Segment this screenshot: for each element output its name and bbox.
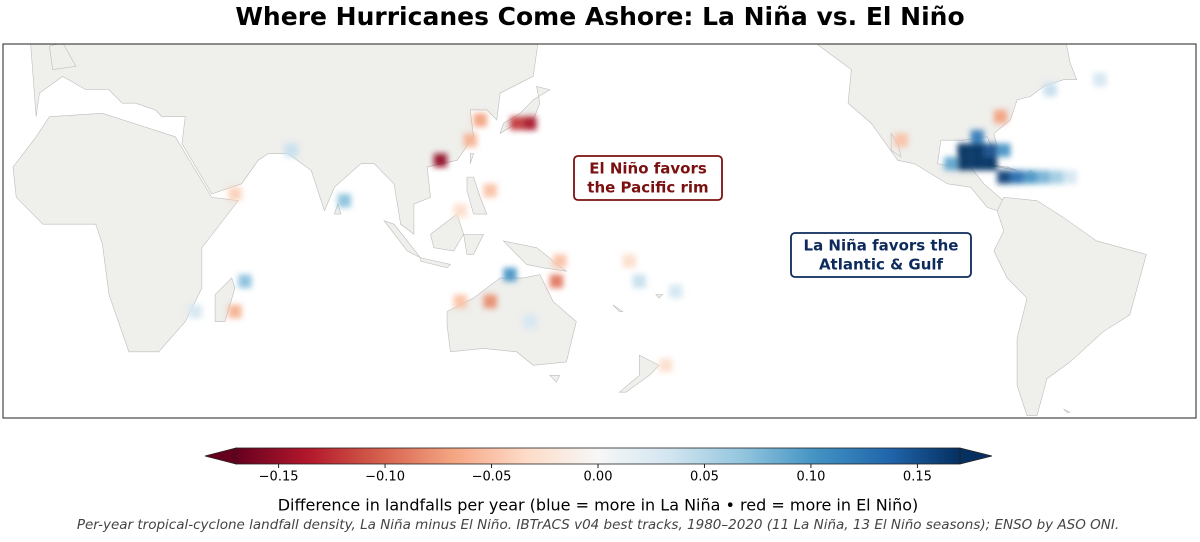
heat-cell [983, 143, 998, 157]
heat-cell [549, 274, 564, 288]
landmass [502, 240, 568, 272]
heat-cell [510, 116, 524, 131]
colorbar-extend-low [204, 447, 237, 465]
heat-cell [1010, 170, 1024, 184]
heat-cell [632, 274, 646, 288]
heat-cell [453, 204, 467, 218]
heat-cell [1043, 83, 1057, 97]
heat-cell [997, 143, 1011, 157]
colorbar-tick-label: −0.15 [259, 470, 299, 485]
heat-cell [983, 156, 998, 171]
landmass [618, 354, 660, 393]
heat-cell [970, 130, 984, 144]
heat-cell [188, 304, 202, 319]
landmass [993, 196, 1147, 416]
heat-cell [970, 143, 984, 157]
annotation-box [573, 155, 723, 201]
heat-cell [957, 156, 971, 171]
heat-cell [1063, 170, 1077, 184]
annotation-text: the Pacific rim [587, 179, 708, 197]
heat-cell [1036, 170, 1051, 184]
heat-cell [1050, 170, 1064, 184]
heat-cell [993, 109, 1008, 124]
heat-cell [553, 254, 567, 268]
annotation-text: La Niña favors the [804, 237, 959, 255]
landmass [469, 153, 475, 164]
colorbar-label: Difference in landfalls per year (blue =… [278, 496, 919, 515]
annotation-box [790, 232, 972, 278]
landmass [549, 375, 561, 383]
heat-cell [284, 143, 298, 157]
landmass [383, 220, 421, 259]
colorbar-extend-high [959, 447, 993, 465]
heat-cell [970, 156, 984, 171]
heat-cell [894, 133, 908, 147]
heat-cell [483, 183, 497, 198]
annotation-text: El Niño favors [589, 160, 707, 178]
heat-cell [238, 274, 252, 288]
chart-title: Where Hurricanes Come Ashore: La Niña vs… [235, 2, 964, 31]
heat-cell [944, 156, 958, 171]
colorbar-bar [235, 447, 961, 465]
heatmap [188, 72, 1107, 372]
map-frame [2, 43, 1197, 419]
colorbar-tick-label: 0.10 [796, 470, 825, 485]
colorbar-tick-label: −0.05 [472, 470, 512, 485]
landmass [1063, 408, 1071, 413]
landmass [49, 44, 77, 70]
landmass [333, 203, 342, 215]
landmass [430, 213, 464, 252]
landmass [446, 274, 577, 366]
heat-cell [957, 143, 971, 157]
heat-cell [669, 284, 683, 299]
landmass [30, 44, 539, 235]
landmass [612, 304, 624, 312]
heat-cell [433, 153, 448, 168]
heat-cell [523, 116, 537, 131]
annotation-text: Atlantic & Gulf [819, 256, 944, 274]
heat-cell [228, 304, 242, 319]
heat-cell [1093, 72, 1107, 87]
heat-cell [337, 193, 351, 208]
landmass [420, 257, 451, 269]
heat-cell [483, 294, 497, 309]
landmass [463, 233, 485, 255]
heat-cell [453, 294, 467, 309]
heat-cell [503, 267, 517, 282]
heat-cell [659, 358, 673, 372]
heat-cell [463, 133, 477, 147]
landmass [214, 277, 236, 322]
heat-cell [997, 170, 1011, 184]
colorbar-tick-label: −0.10 [365, 470, 405, 485]
land [12, 44, 1147, 416]
colorbar: −0.15 −0.10 −0.05 0.00 0.05 0.10 0.15 [204, 447, 993, 485]
heat-cell [1023, 170, 1037, 184]
colorbar-tick-label: 0.15 [903, 470, 932, 485]
heat-cell [622, 254, 636, 268]
heat-cell [228, 187, 242, 201]
footnote: Per-year tropical-cyclone landfall densi… [77, 517, 1119, 533]
colorbar-tick-label: 0.05 [690, 470, 719, 485]
heat-cell [473, 113, 487, 127]
heat-cell [523, 314, 537, 329]
colorbar-tick-label: 0.00 [584, 470, 613, 485]
landmass [655, 294, 664, 299]
landmass [466, 176, 488, 215]
